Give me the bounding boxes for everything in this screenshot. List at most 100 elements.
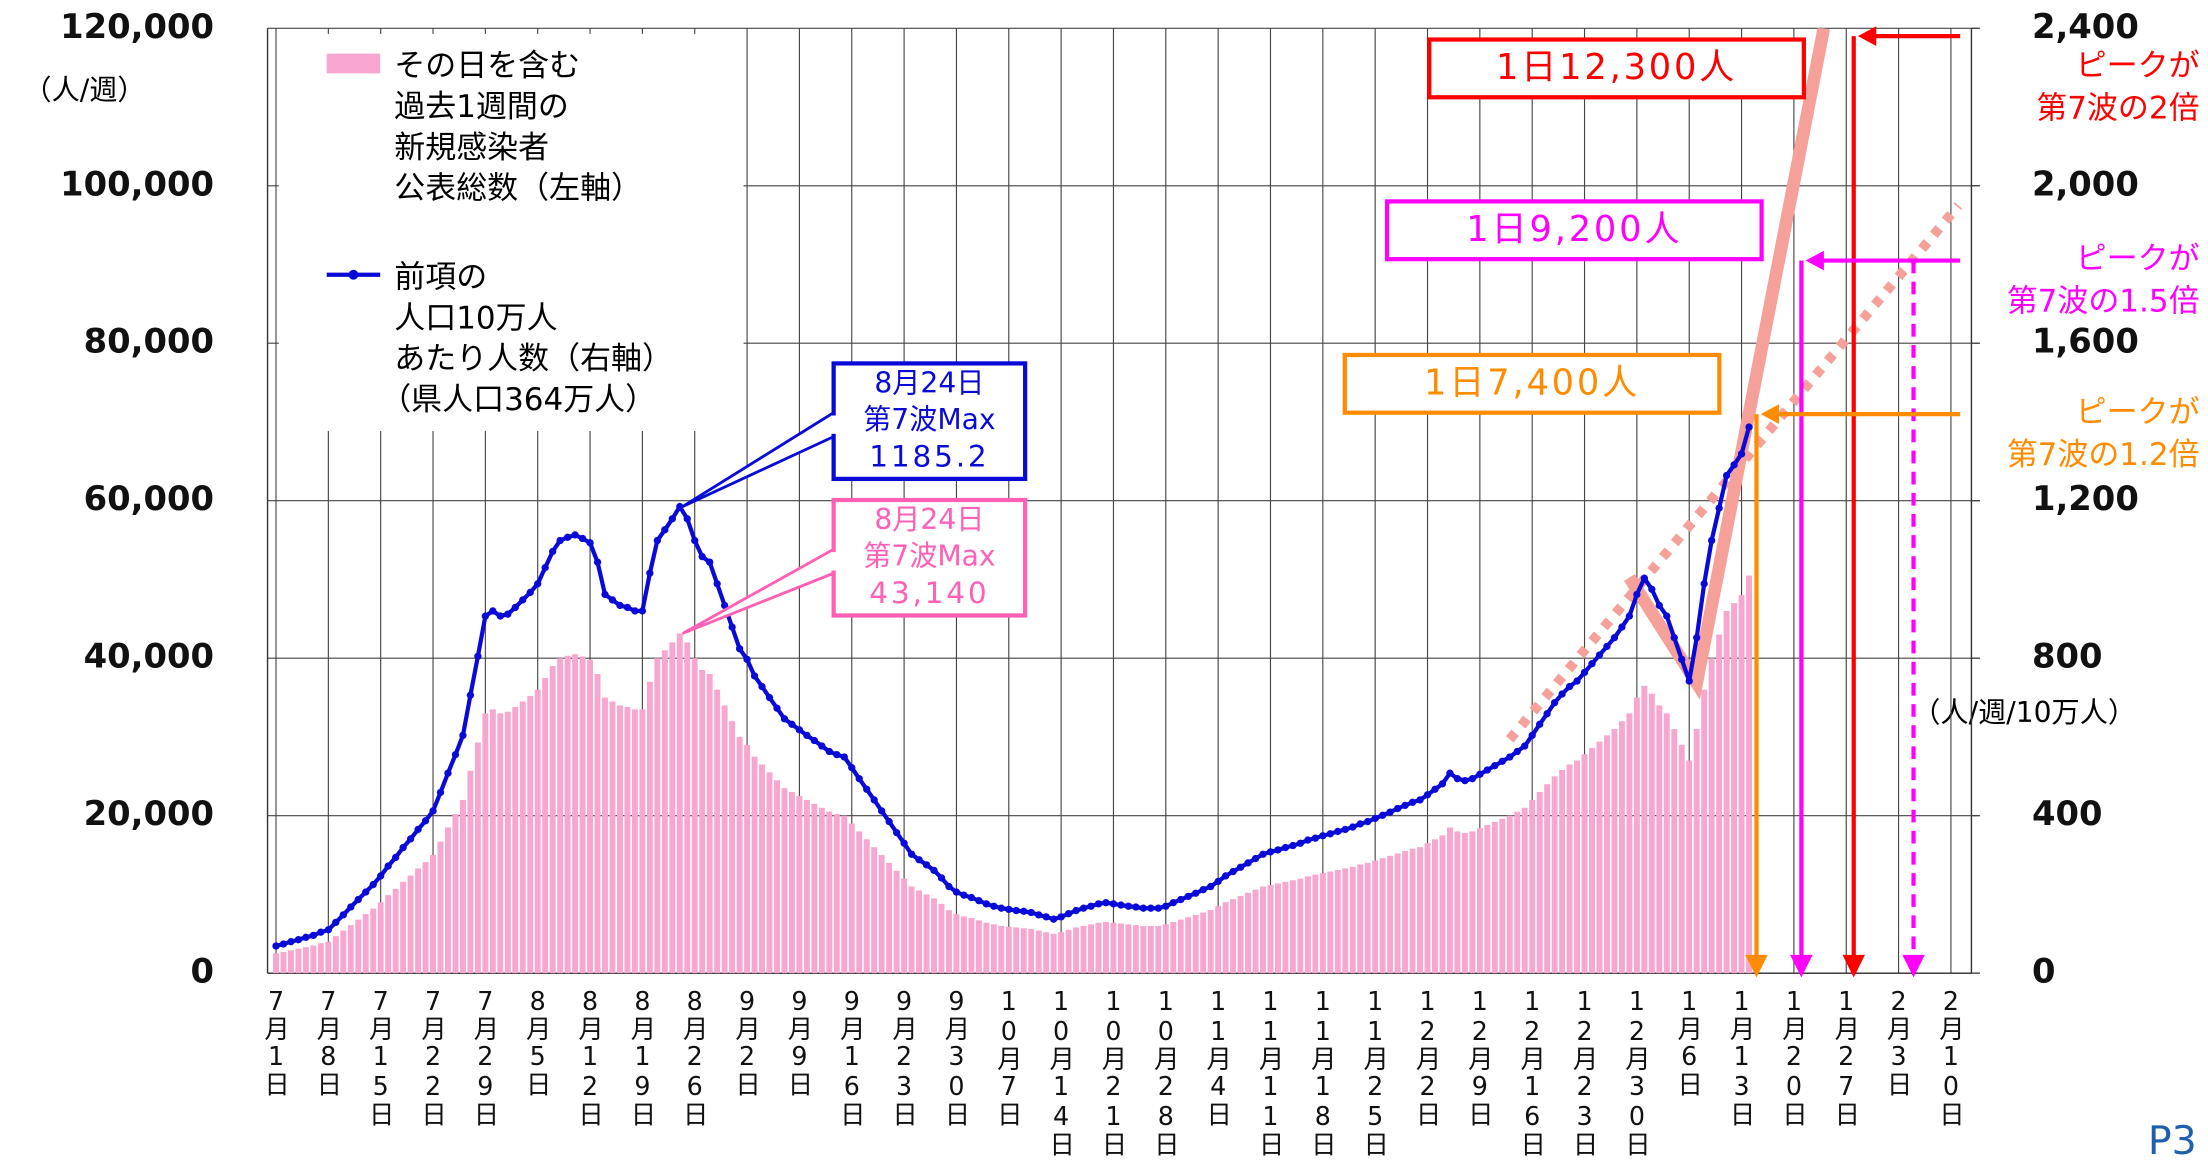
bar — [1035, 930, 1042, 974]
line-point — [1438, 780, 1447, 788]
line-point — [1550, 699, 1559, 707]
bar — [826, 811, 833, 974]
line-point — [466, 691, 475, 699]
y-tick-label: 40,000 — [84, 637, 214, 676]
bar — [1192, 914, 1199, 974]
bar — [1289, 880, 1296, 974]
line-point — [608, 596, 617, 604]
line-point — [1588, 660, 1596, 668]
bar — [1117, 923, 1124, 974]
projection-line — [1624, 28, 1831, 700]
line-point — [1304, 836, 1312, 844]
bar — [1574, 760, 1581, 974]
bar — [938, 903, 945, 974]
bar — [1252, 889, 1259, 974]
line-point — [1565, 682, 1574, 691]
y2-unit: （人/週/10万人） — [1912, 696, 2136, 729]
y-tick-label: 0 — [191, 952, 215, 991]
bar — [1267, 884, 1274, 974]
bar — [1633, 697, 1640, 974]
bar — [467, 770, 474, 974]
line-point — [1453, 775, 1462, 783]
line-point — [578, 534, 587, 543]
line-point — [1266, 848, 1275, 856]
bar — [1058, 932, 1065, 974]
line-point — [1685, 677, 1693, 685]
bar — [1618, 721, 1625, 974]
bar — [706, 673, 713, 974]
y2-tick-label: 800 — [2032, 637, 2103, 676]
line-point — [391, 853, 400, 862]
bar — [287, 950, 294, 974]
bar — [1641, 685, 1648, 974]
line-point — [534, 580, 542, 588]
line-point — [848, 763, 856, 772]
bar — [1544, 784, 1551, 974]
bar — [415, 868, 422, 974]
bar — [871, 847, 878, 974]
bar — [1342, 868, 1349, 974]
bar — [916, 890, 923, 974]
bar — [430, 855, 436, 974]
line-point — [1020, 907, 1028, 916]
legend-label: その日を含む — [394, 48, 580, 84]
line-point — [1064, 910, 1073, 918]
line-point — [773, 704, 781, 712]
line-point — [1393, 804, 1402, 813]
line-point — [601, 590, 609, 599]
line-point — [1356, 820, 1364, 828]
bar — [736, 736, 743, 974]
bar — [1357, 864, 1364, 974]
bar — [1506, 815, 1513, 974]
x-tick-label: 10月28日 — [1151, 986, 1181, 1157]
bar — [602, 697, 608, 974]
line-point — [1491, 762, 1499, 770]
line-point — [1079, 904, 1088, 912]
bar — [280, 951, 287, 974]
line-point — [1595, 651, 1604, 659]
bar — [1648, 693, 1655, 974]
line-point — [496, 612, 504, 620]
bar — [609, 701, 616, 974]
bar — [474, 742, 481, 974]
line-point — [870, 796, 878, 804]
bar — [310, 945, 317, 974]
scenario-box — [1384, 199, 1764, 262]
bar — [617, 705, 623, 974]
bar — [1536, 792, 1543, 974]
bar — [1147, 925, 1154, 974]
bar — [1589, 747, 1595, 974]
line-point — [1580, 668, 1589, 677]
projection-line — [1505, 202, 1963, 743]
line-point — [780, 715, 789, 723]
line-point — [586, 539, 594, 547]
line-point — [332, 918, 340, 927]
line-point — [638, 607, 647, 615]
arrow-head — [1790, 954, 1813, 978]
bar — [856, 831, 863, 974]
line-point — [1722, 471, 1731, 480]
line-point — [863, 785, 871, 793]
bar — [459, 799, 466, 974]
bar — [684, 642, 691, 974]
arrow-head — [1902, 954, 1925, 978]
line-point — [623, 603, 632, 612]
bar — [863, 839, 870, 974]
bar — [975, 920, 982, 974]
bar — [497, 713, 504, 974]
scenario-label: 1日12,300人 — [1496, 47, 1737, 88]
bar — [1005, 926, 1012, 974]
bar — [833, 814, 840, 974]
line-point — [1416, 796, 1424, 804]
line-point — [1618, 623, 1626, 631]
line-point — [1087, 902, 1095, 910]
line-point — [1737, 450, 1746, 458]
line-point — [369, 880, 377, 889]
bar — [1103, 921, 1109, 974]
bar — [1185, 917, 1192, 974]
line-point — [1177, 895, 1185, 904]
bar — [572, 654, 579, 974]
line-point — [1648, 585, 1656, 593]
line-point — [1745, 423, 1753, 431]
arrow-head — [1760, 404, 1780, 424]
